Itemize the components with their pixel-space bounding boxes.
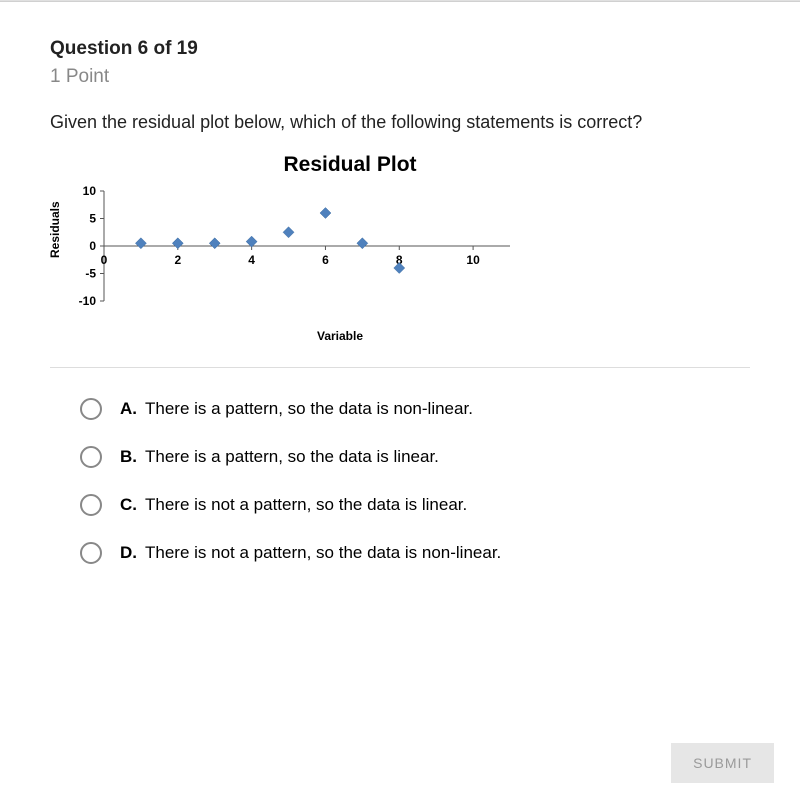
svg-text:0: 0 (101, 253, 108, 267)
section-divider (50, 367, 750, 368)
svg-text:5: 5 (89, 212, 96, 226)
svg-text:6: 6 (322, 253, 329, 267)
option-letter: D. (120, 543, 137, 563)
chart-title: Residual Plot (150, 153, 550, 177)
radio-icon (80, 446, 102, 468)
svg-text:10: 10 (466, 253, 480, 267)
radio-icon (80, 542, 102, 564)
submit-button[interactable]: SUBMIT (671, 743, 774, 783)
option-text: There is a pattern, so the data is non-l… (145, 399, 473, 419)
option-text: There is not a pattern, so the data is n… (145, 543, 501, 563)
question-content: Question 6 of 19 1 Point Given the resid… (0, 2, 800, 564)
svg-text:-10: -10 (79, 294, 97, 308)
question-number: Question 6 of 19 (50, 38, 750, 60)
svg-text:10: 10 (83, 184, 97, 198)
scatter-plot: -10-505100246810 (60, 183, 520, 323)
svg-text:-5: -5 (85, 267, 96, 281)
chart-xlabel: Variable (130, 329, 550, 343)
option-text: There is a pattern, so the data is linea… (145, 447, 439, 467)
option-b[interactable]: B. There is a pattern, so the data is li… (80, 446, 750, 468)
svg-text:4: 4 (248, 253, 255, 267)
option-letter: A. (120, 399, 137, 419)
option-c[interactable]: C. There is not a pattern, so the data i… (80, 494, 750, 516)
option-d[interactable]: D. There is not a pattern, so the data i… (80, 542, 750, 564)
chart-ylabel: Residuals (48, 248, 62, 258)
svg-text:0: 0 (89, 239, 96, 253)
svg-text:2: 2 (174, 253, 181, 267)
chart-container: Residual Plot Residuals -10-505100246810… (50, 153, 550, 343)
radio-icon (80, 398, 102, 420)
option-text: There is not a pattern, so the data is l… (145, 495, 467, 515)
radio-icon (80, 494, 102, 516)
option-letter: B. (120, 447, 137, 467)
option-letter: C. (120, 495, 137, 515)
options-list: A. There is a pattern, so the data is no… (80, 398, 750, 564)
option-a[interactable]: A. There is a pattern, so the data is no… (80, 398, 750, 420)
question-points: 1 Point (50, 66, 750, 88)
question-stem: Given the residual plot below, which of … (50, 112, 750, 133)
